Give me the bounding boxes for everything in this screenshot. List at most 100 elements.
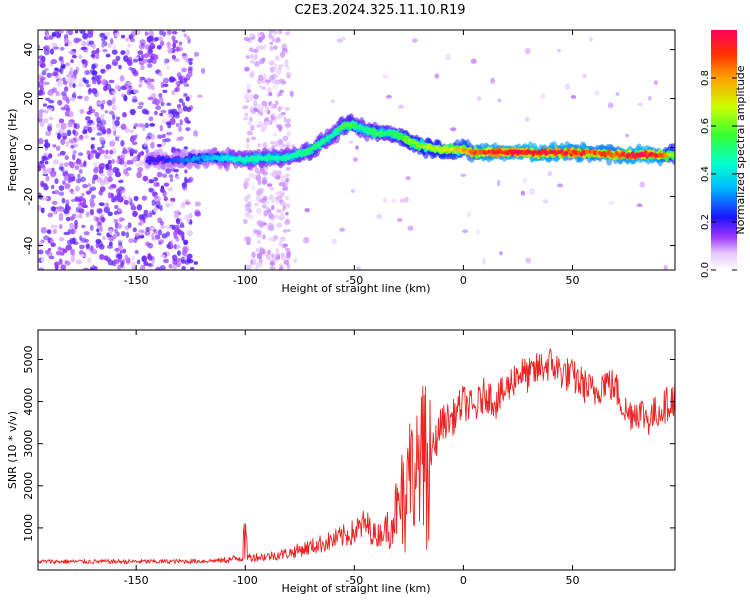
snr-panel: -150 -100 -50 0 50 1000 2000 3000 4000 5000 Heig… — [6, 329, 676, 595]
noise-speck — [90, 137, 96, 141]
noise-speck — [557, 48, 561, 53]
ridge-mark — [160, 155, 165, 160]
noise-speck — [269, 224, 275, 232]
snr-y-ticks: 1000 2000 3000 4000 5000 — [22, 345, 675, 542]
noise-speck — [56, 80, 63, 87]
noise-speck — [168, 76, 175, 83]
noise-speck — [125, 37, 130, 42]
noise-speck — [257, 37, 263, 43]
noise-speck — [172, 42, 177, 49]
noise-speck — [63, 162, 69, 167]
noise-speck — [184, 169, 188, 174]
noise-speck — [86, 32, 94, 39]
noise-speck — [149, 43, 156, 50]
noise-speck — [607, 102, 614, 109]
noise-speck — [155, 105, 162, 111]
noise-speck — [181, 30, 186, 33]
noise-speck — [102, 236, 106, 241]
noise-speck — [100, 103, 105, 110]
noise-speck — [42, 165, 46, 172]
noise-speck — [277, 124, 283, 131]
noise-speck — [253, 94, 259, 100]
noise-speck — [115, 253, 121, 259]
noise-speck — [112, 234, 117, 239]
noise-speck — [143, 209, 149, 216]
noise-speck — [146, 263, 152, 267]
noise-speck — [77, 83, 84, 87]
noise-speck — [279, 51, 286, 58]
noise-speck — [467, 211, 472, 218]
noise-speck — [114, 119, 120, 127]
noise-speck — [184, 201, 191, 205]
noise-speck — [114, 32, 121, 37]
noise-speck — [160, 254, 166, 258]
y-tick-label: -40 — [22, 237, 35, 255]
noise-speck — [245, 264, 252, 270]
noise-speck — [637, 102, 644, 107]
y-tick-label: 0 — [22, 144, 35, 151]
noise-speck — [105, 53, 111, 58]
noise-speck — [118, 64, 122, 70]
noise-speck — [181, 102, 186, 107]
noise-speck — [64, 42, 69, 47]
noise-speck — [91, 88, 98, 94]
spectrogram-y-ticks: -40 -20 0 20 40 — [22, 43, 675, 255]
noise-speck — [78, 168, 83, 174]
noise-speck — [150, 226, 156, 231]
noise-speck — [171, 35, 176, 41]
noise-speck — [132, 71, 139, 77]
noise-speck — [64, 62, 71, 67]
noise-speck — [90, 186, 97, 191]
noise-speck — [254, 266, 259, 270]
noise-speck — [399, 198, 406, 203]
noise-speck — [261, 33, 266, 40]
noise-speck — [396, 218, 403, 222]
noise-speck — [129, 138, 134, 142]
noise-speck — [51, 200, 58, 206]
noise-speck — [85, 211, 90, 218]
noise-speck — [78, 213, 83, 219]
noise-speck — [490, 77, 496, 84]
noise-speck — [122, 248, 127, 254]
noise-speck — [162, 77, 170, 84]
noise-speck — [246, 89, 252, 94]
noise-speck — [67, 228, 72, 235]
noise-speck — [187, 213, 192, 218]
noise-speck — [68, 110, 74, 118]
noise-speck — [115, 55, 121, 62]
noise-speck — [282, 204, 287, 211]
noise-speck — [102, 48, 108, 53]
noise-speck — [148, 179, 155, 184]
noise-speck — [59, 46, 65, 51]
noise-speck — [167, 122, 172, 129]
noise-speck — [117, 264, 121, 270]
noise-speck — [52, 228, 57, 235]
noise-speck — [99, 226, 103, 232]
noise-speck — [280, 201, 286, 206]
noise-speck — [69, 66, 74, 74]
noise-speck — [284, 220, 291, 225]
noise-speck — [54, 224, 58, 229]
colorbar-tick-label: 0.6 — [700, 118, 711, 134]
noise-speck — [269, 102, 275, 109]
noise-speck — [39, 121, 45, 127]
noise-speck — [129, 129, 134, 134]
noise-speck — [278, 64, 284, 68]
noise-speck — [91, 70, 98, 76]
noise-speck — [127, 43, 132, 48]
noise-speck — [59, 150, 66, 156]
noise-speck — [461, 229, 469, 234]
noise-speck — [169, 200, 174, 207]
noise-speck — [163, 258, 170, 264]
noise-speck — [43, 48, 50, 56]
noise-speck — [181, 250, 188, 256]
ridge-mark — [427, 144, 432, 148]
noise-speck — [68, 173, 75, 178]
noise-speck — [254, 202, 259, 207]
ridge-mark — [404, 135, 409, 139]
noise-speck — [268, 31, 273, 38]
noise-speck — [282, 229, 288, 233]
noise-speck — [137, 105, 143, 110]
noise-speck — [136, 204, 143, 211]
noise-speck — [156, 45, 162, 50]
